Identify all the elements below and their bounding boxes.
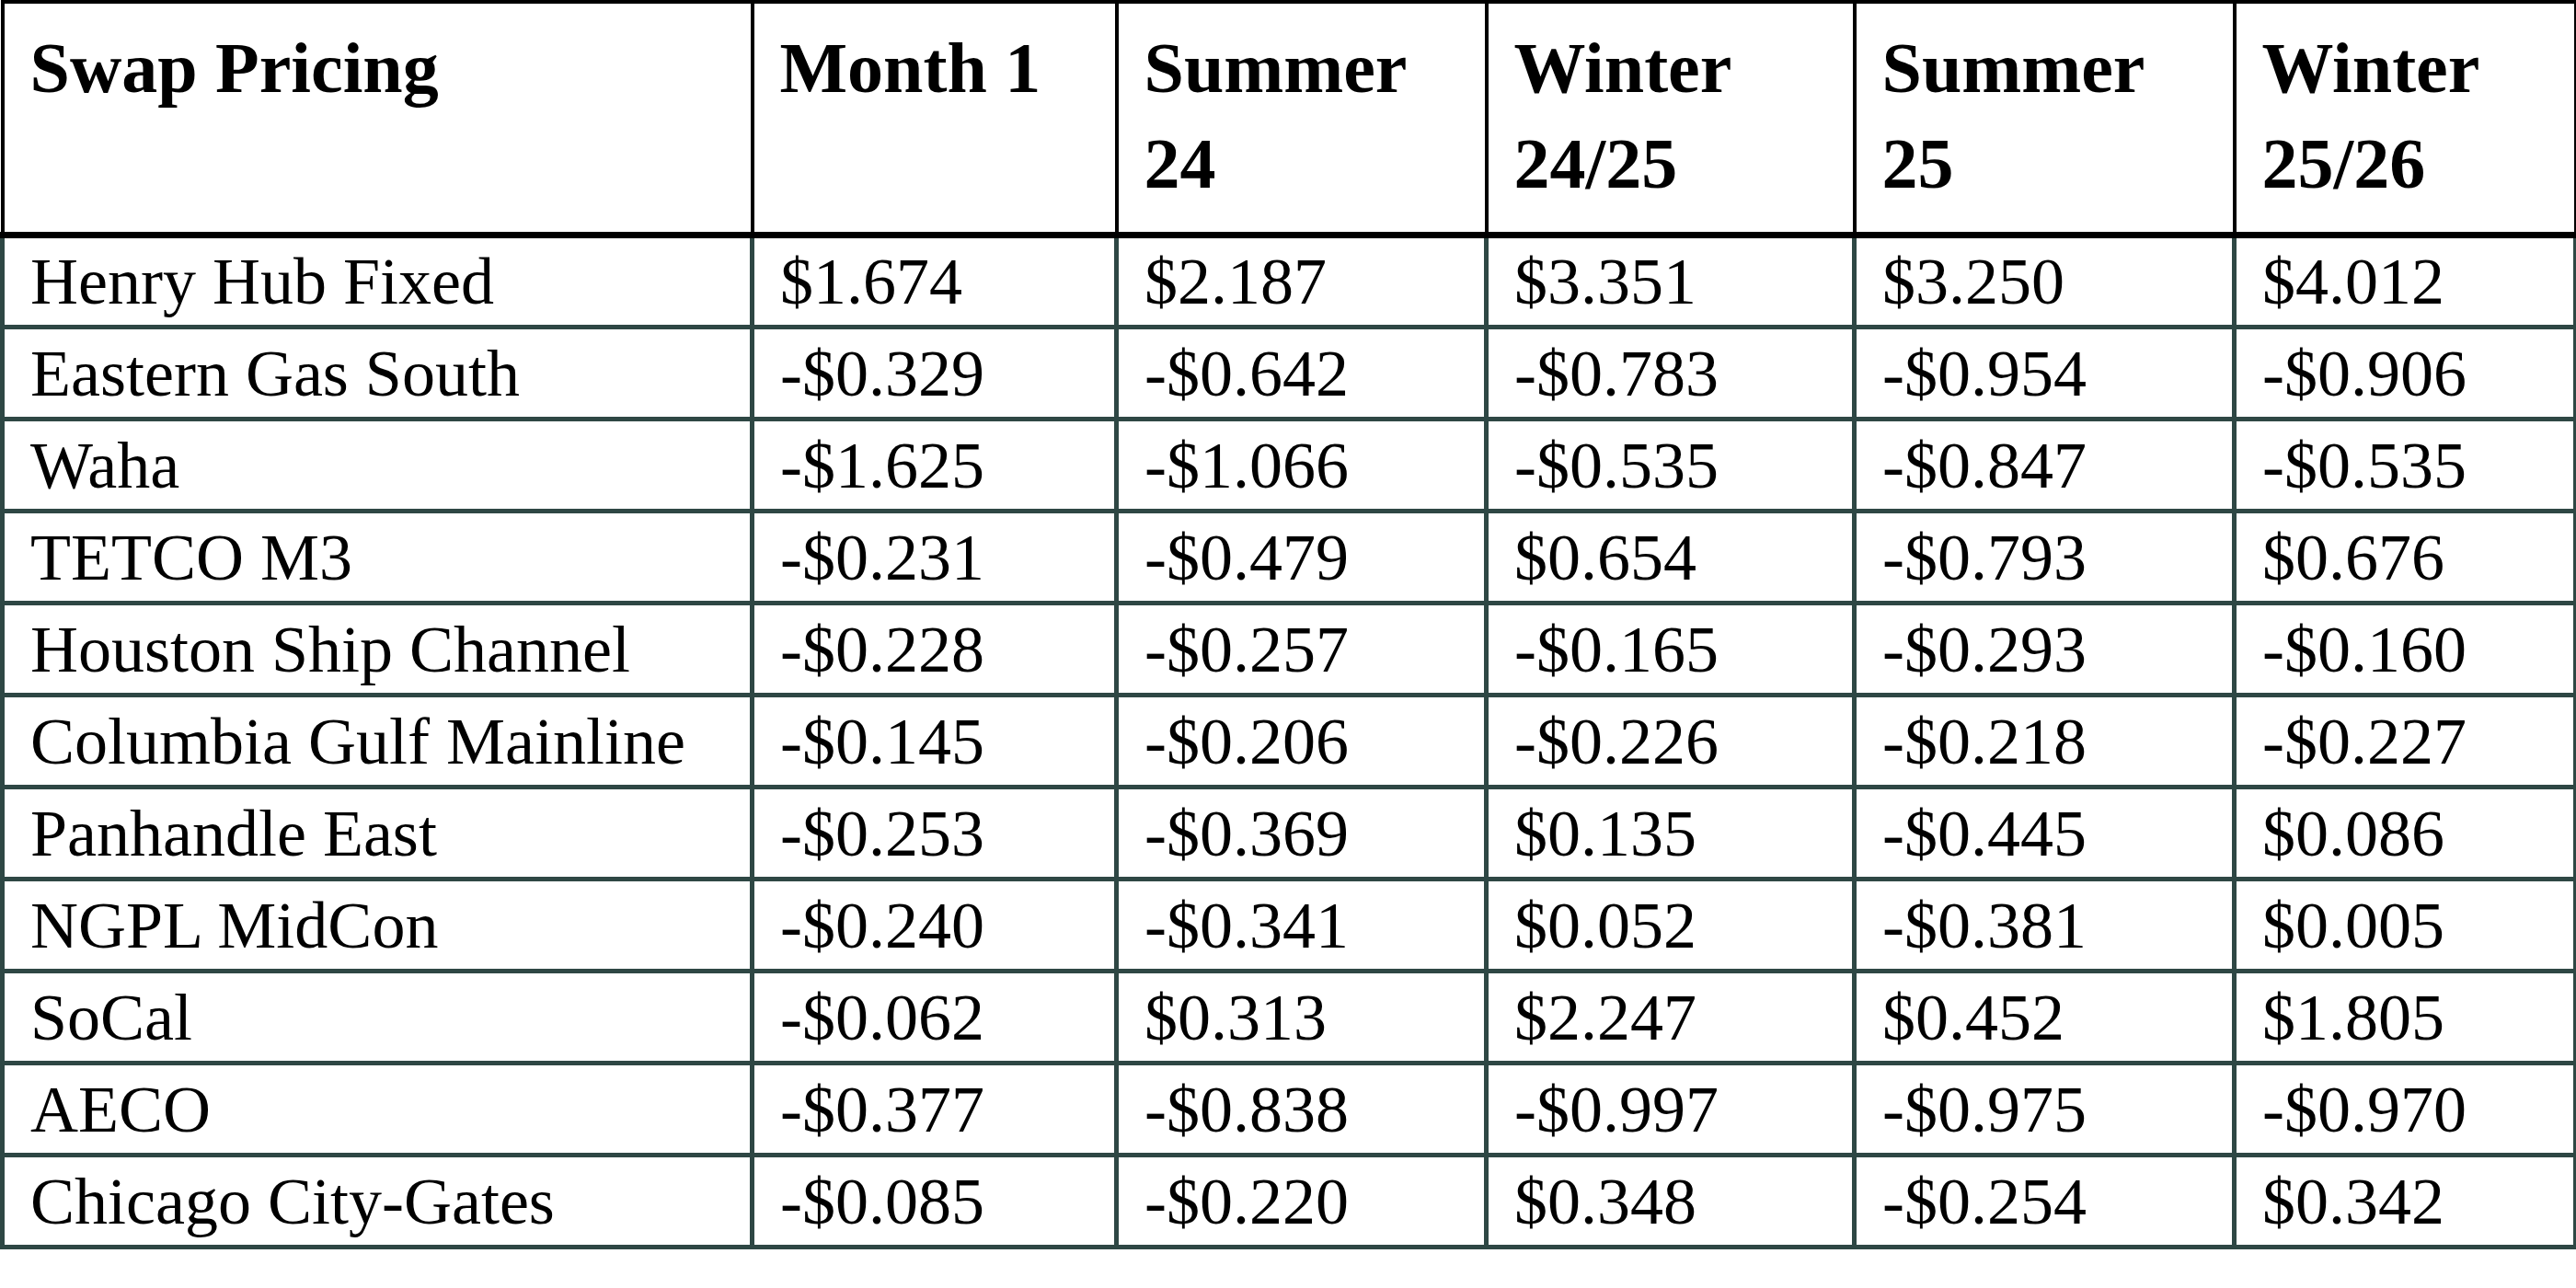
price-cell: -$0.369 [1117, 787, 1487, 879]
price-cell: -$0.381 [1855, 879, 2235, 971]
price-cell: -$0.085 [753, 1155, 1117, 1247]
price-cell: $0.052 [1487, 879, 1855, 971]
price-cell: $0.005 [2235, 879, 2576, 971]
price-cell: $2.187 [1117, 235, 1487, 327]
price-cell: -$0.997 [1487, 1063, 1855, 1155]
price-cell: -$0.847 [1855, 419, 2235, 511]
price-cell: $1.805 [2235, 971, 2576, 1063]
price-cell: -$0.642 [1117, 327, 1487, 419]
price-cell: -$0.479 [1117, 511, 1487, 603]
table-row: Chicago City-Gates -$0.085 -$0.220 $0.34… [3, 1155, 2576, 1247]
price-cell: -$0.165 [1487, 603, 1855, 695]
row-label: SoCal [3, 971, 753, 1063]
price-cell: -$0.253 [753, 787, 1117, 879]
price-cell: -$0.062 [753, 971, 1117, 1063]
header-month-1: Month 1 [753, 2, 1117, 235]
price-cell: -$0.231 [753, 511, 1117, 603]
table-row: Columbia Gulf Mainline -$0.145 -$0.206 -… [3, 695, 2576, 787]
row-label: Panhandle East [3, 787, 753, 879]
price-cell: -$0.218 [1855, 695, 2235, 787]
price-cell: -$0.160 [2235, 603, 2576, 695]
price-cell: -$0.838 [1117, 1063, 1487, 1155]
table-row: Houston Ship Channel -$0.228 -$0.257 -$0… [3, 603, 2576, 695]
price-cell: -$0.228 [753, 603, 1117, 695]
table-row: NGPL MidCon -$0.240 -$0.341 $0.052 -$0.3… [3, 879, 2576, 971]
price-cell: -$0.445 [1855, 787, 2235, 879]
row-label: Chicago City-Gates [3, 1155, 753, 1247]
table-body: Henry Hub Fixed $1.674 $2.187 $3.351 $3.… [3, 235, 2576, 1247]
price-cell: -$0.329 [753, 327, 1117, 419]
price-cell: -$0.535 [2235, 419, 2576, 511]
price-cell: -$0.783 [1487, 327, 1855, 419]
header-swap-pricing: Swap Pricing [3, 2, 753, 235]
header-row: Swap Pricing Month 1 Summer 24 Winter 24… [3, 2, 2576, 235]
swap-pricing-table: Swap Pricing Month 1 Summer 24 Winter 24… [0, 0, 2576, 1249]
table-row: Henry Hub Fixed $1.674 $2.187 $3.351 $3.… [3, 235, 2576, 327]
table-row: Panhandle East -$0.253 -$0.369 $0.135 -$… [3, 787, 2576, 879]
row-label: Waha [3, 419, 753, 511]
price-cell: -$0.293 [1855, 603, 2235, 695]
table-row: Waha -$1.625 -$1.066 -$0.535 -$0.847 -$0… [3, 419, 2576, 511]
price-cell: $0.676 [2235, 511, 2576, 603]
price-cell: -$1.625 [753, 419, 1117, 511]
price-cell: -$0.145 [753, 695, 1117, 787]
table-row: TETCO M3 -$0.231 -$0.479 $0.654 -$0.793 … [3, 511, 2576, 603]
price-cell: $0.654 [1487, 511, 1855, 603]
row-label: Eastern Gas South [3, 327, 753, 419]
price-cell: -$0.257 [1117, 603, 1487, 695]
row-label: Houston Ship Channel [3, 603, 753, 695]
price-cell: $3.351 [1487, 235, 1855, 327]
price-cell: -$0.254 [1855, 1155, 2235, 1247]
price-cell: $0.452 [1855, 971, 2235, 1063]
swap-pricing-page: Swap Pricing Month 1 Summer 24 Winter 24… [0, 0, 2576, 1288]
price-cell: -$0.377 [753, 1063, 1117, 1155]
price-cell: -$0.220 [1117, 1155, 1487, 1247]
header-summer-24: Summer 24 [1117, 2, 1487, 235]
price-cell: -$0.240 [753, 879, 1117, 971]
row-label: Columbia Gulf Mainline [3, 695, 753, 787]
price-cell: -$0.227 [2235, 695, 2576, 787]
table-row: AECO -$0.377 -$0.838 -$0.997 -$0.975 -$0… [3, 1063, 2576, 1155]
price-cell: -$0.793 [1855, 511, 2235, 603]
price-cell: $0.342 [2235, 1155, 2576, 1247]
price-cell: -$0.535 [1487, 419, 1855, 511]
row-label: Henry Hub Fixed [3, 235, 753, 327]
price-cell: -$0.906 [2235, 327, 2576, 419]
price-cell: -$0.954 [1855, 327, 2235, 419]
price-cell: -$0.975 [1855, 1063, 2235, 1155]
header-summer-25: Summer 25 [1855, 2, 2235, 235]
price-cell: $0.086 [2235, 787, 2576, 879]
price-cell: $4.012 [2235, 235, 2576, 327]
price-cell: -$0.206 [1117, 695, 1487, 787]
header-winter-25-26: Winter 25/26 [2235, 2, 2576, 235]
price-cell: $0.313 [1117, 971, 1487, 1063]
price-cell: -$0.970 [2235, 1063, 2576, 1155]
price-cell: $3.250 [1855, 235, 2235, 327]
price-cell: -$0.226 [1487, 695, 1855, 787]
table-row: SoCal -$0.062 $0.313 $2.247 $0.452 $1.80… [3, 971, 2576, 1063]
row-label: TETCO M3 [3, 511, 753, 603]
price-cell: $0.348 [1487, 1155, 1855, 1247]
row-label: NGPL MidCon [3, 879, 753, 971]
row-label: AECO [3, 1063, 753, 1155]
price-cell: $0.135 [1487, 787, 1855, 879]
price-cell: $2.247 [1487, 971, 1855, 1063]
table-row: Eastern Gas South -$0.329 -$0.642 -$0.78… [3, 327, 2576, 419]
price-cell: -$1.066 [1117, 419, 1487, 511]
price-cell: -$0.341 [1117, 879, 1487, 971]
header-winter-24-25: Winter 24/25 [1487, 2, 1855, 235]
table-header: Swap Pricing Month 1 Summer 24 Winter 24… [3, 2, 2576, 235]
price-cell: $1.674 [753, 235, 1117, 327]
